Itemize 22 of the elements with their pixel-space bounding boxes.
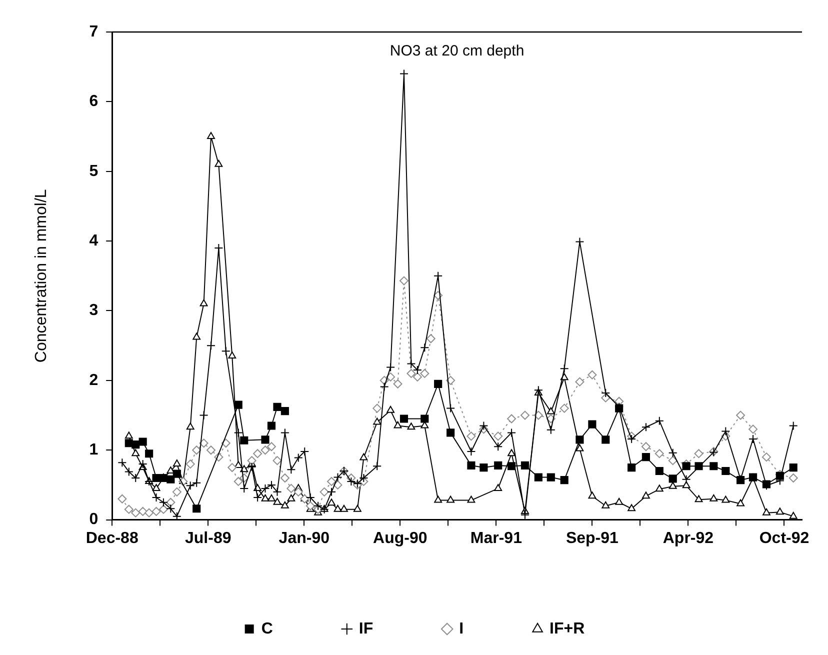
text: NO3 at 20 cm depth — [390, 42, 524, 60]
y-tick-label: 0 — [89, 511, 98, 528]
x-tick-label: Apr-92 — [662, 530, 714, 547]
y-tick-label: 2 — [89, 372, 98, 389]
x-tick-label: Aug-90 — [373, 530, 428, 547]
y-tick-label: 5 — [89, 162, 98, 180]
y-tick-label: 3 — [89, 302, 98, 320]
x-tick-label: Jul-89 — [184, 530, 232, 547]
y-tick-label: 1 — [89, 442, 98, 459]
legend-label: IF+R — [550, 620, 586, 638]
legend-label: C — [261, 620, 274, 638]
legend-label: IF — [358, 620, 374, 638]
x-tick-label: Jan-90 — [278, 530, 330, 547]
y-tick-label: 4 — [89, 232, 98, 250]
x-tick-label: Dec-88 — [86, 530, 138, 547]
x-tick-label: Mar-91 — [470, 530, 522, 547]
y-tick-label: 6 — [89, 93, 98, 110]
y-tick-label: 7 — [89, 23, 98, 40]
x-tick-label: Oct-92 — [759, 530, 810, 547]
legend-label: I — [459, 620, 464, 638]
y-axis-title: Concentration in mmol/L — [33, 189, 50, 363]
x-tick-label: Sep-91 — [566, 530, 619, 547]
